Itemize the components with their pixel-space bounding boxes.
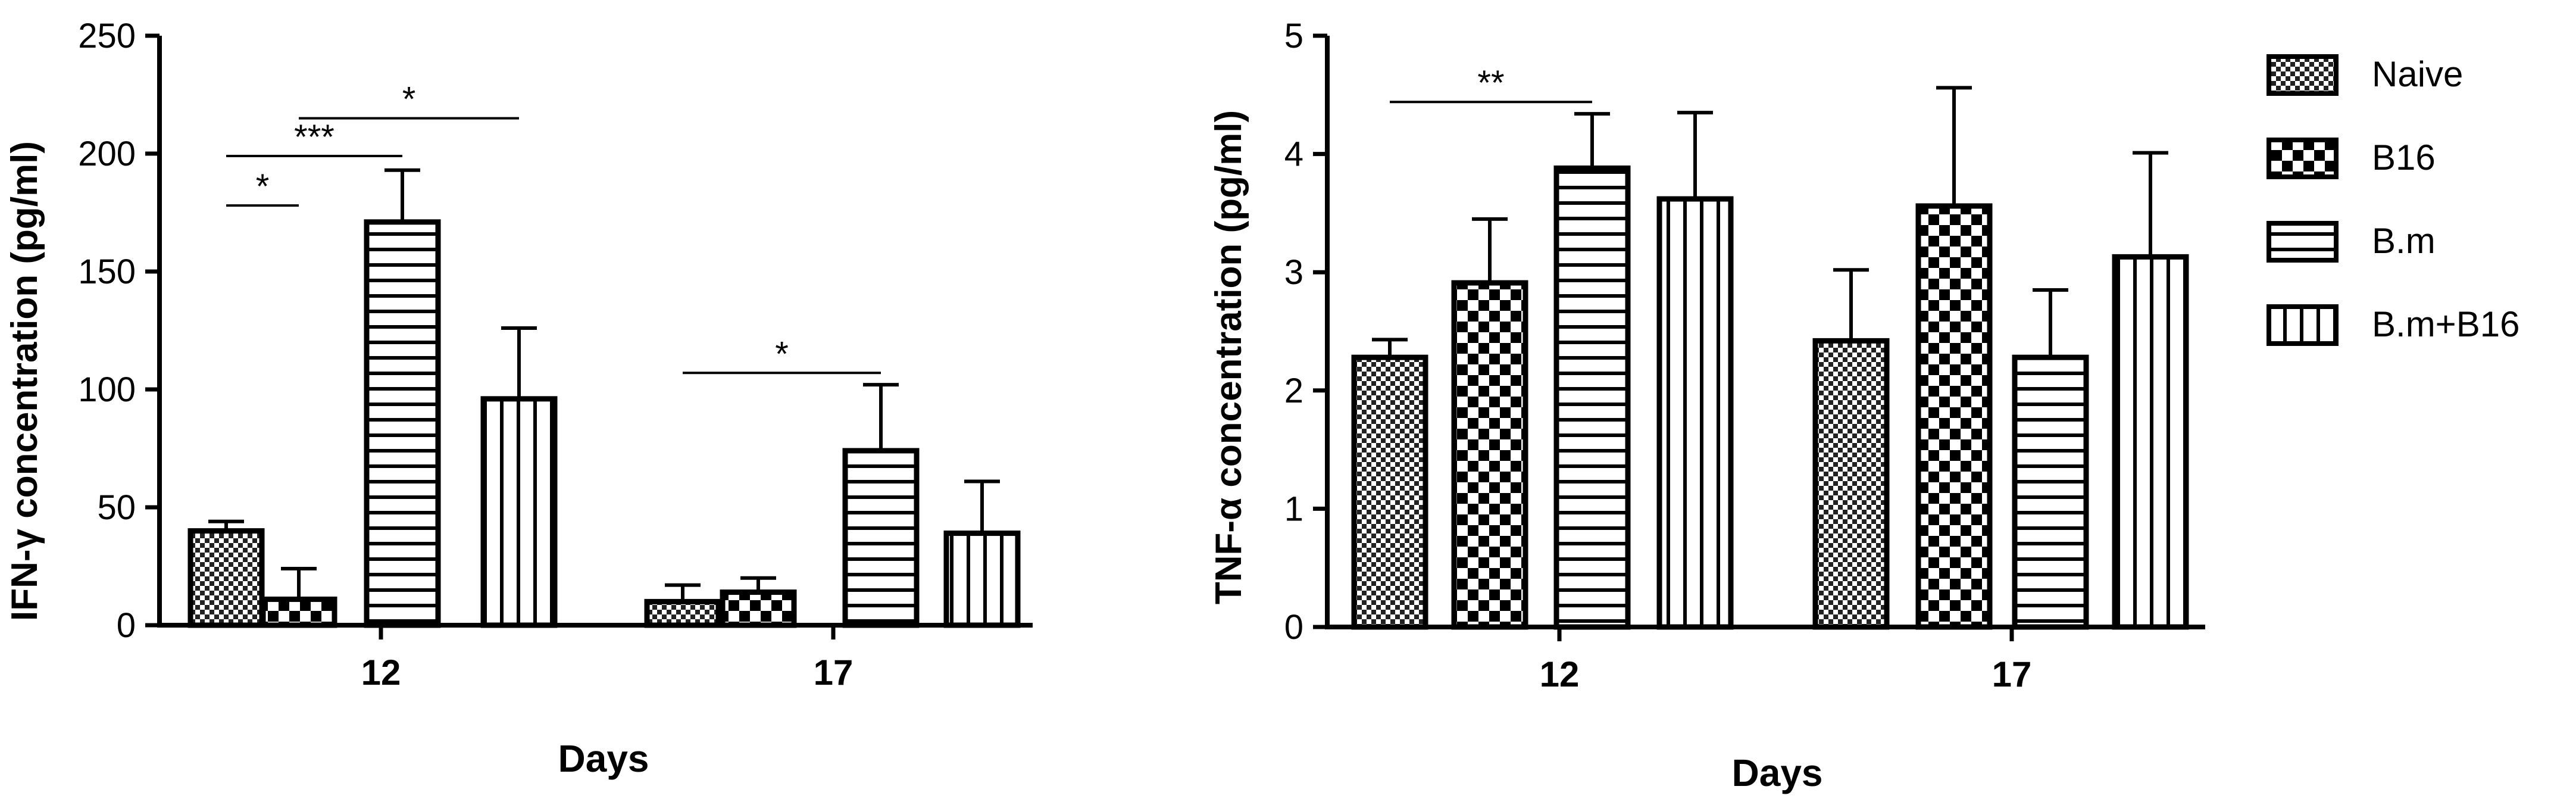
- tnf-bar-b16: [1915, 203, 1993, 630]
- ifn-gamma-chart: IFN-γ concentration (pg/ml) Days 0 50 100 1…: [4, 17, 1033, 780]
- tnf-alpha-chart: TNF-α concentration (pg/ml) Days 0123451…: [1208, 17, 2205, 794]
- tnf-bar-naive: [1351, 354, 1428, 630]
- legend-swatch-b-m-b16: [2266, 304, 2339, 346]
- tnf-y-tick-label: 0: [1284, 608, 1303, 647]
- ifn-y-tick-label: 0: [117, 606, 136, 645]
- ifn-significance-label: *: [256, 167, 270, 206]
- legend-label: B.m: [2372, 221, 2436, 261]
- ifn-bar-naive: [187, 528, 265, 628]
- tnf-bar-b-m-b16: [2112, 254, 2189, 630]
- ifn-bar-naive: [644, 598, 721, 628]
- ifn-y-tick-label: 150: [78, 252, 136, 291]
- legend: Naive B16 B.m B.m+B16: [2266, 54, 2519, 346]
- tnf-y-axis-label: TNF-α concentration (pg/ml): [1208, 110, 1249, 604]
- ifn-y-tick-label: 100: [78, 370, 136, 409]
- tnf-x-axis-label: Days: [1732, 751, 1823, 794]
- ifn-bar-b-m-b16: [480, 396, 558, 628]
- tnf-bar-b16: [1451, 280, 1528, 630]
- legend-label: B16: [2372, 138, 2436, 177]
- ifn-bar-b-m: [364, 219, 441, 628]
- ifn-bar-b16: [720, 589, 797, 628]
- legend-swatch-b16: [2266, 138, 2339, 179]
- ifn-x-tick-label: 17: [814, 653, 854, 692]
- ifn-significance-label: *: [402, 80, 416, 119]
- ifn-y-tick-label: 200: [78, 135, 136, 173]
- ifn-significance-label: *: [775, 335, 789, 373]
- tnf-bar-b-m: [1553, 165, 1631, 630]
- tnf-x-tick-label: 12: [1540, 654, 1580, 694]
- ifn-bar-b-m-b16: [943, 531, 1021, 628]
- ifn-bar-b-m: [842, 448, 920, 628]
- tnf-y-tick-label: 3: [1284, 253, 1303, 292]
- ifn-y-tick-label: 250: [78, 17, 136, 55]
- tnf-y-tick-label: 1: [1284, 489, 1303, 528]
- legend-swatch-naive: [2266, 54, 2339, 96]
- tnf-x-tick-label: 17: [1992, 654, 2032, 694]
- tnf-bar-naive: [1812, 338, 1890, 630]
- tnf-y-tick-label: 5: [1284, 17, 1303, 55]
- tnf-y-tick-label: 4: [1284, 135, 1303, 174]
- ifn-x-axis-label: Days: [558, 737, 649, 780]
- ifn-y-tick-label: 50: [97, 488, 136, 527]
- ifn-x-tick-label: 12: [361, 653, 401, 692]
- tnf-bar-b-m-b16: [1656, 196, 1734, 630]
- tnf-significance-label: **: [1477, 64, 1504, 102]
- legend-label: B.m+B16: [2372, 304, 2519, 344]
- tnf-y-tick-label: 2: [1284, 372, 1303, 410]
- ifn-y-axis-label: IFN-γ concentration (pg/ml): [4, 141, 45, 621]
- ifn-bar-b16: [260, 596, 337, 628]
- legend-label: Naive: [2372, 54, 2463, 94]
- legend-swatch-b-m: [2266, 221, 2339, 263]
- ifn-significance-label: ***: [294, 118, 334, 157]
- tnf-bar-b-m: [2012, 354, 2089, 630]
